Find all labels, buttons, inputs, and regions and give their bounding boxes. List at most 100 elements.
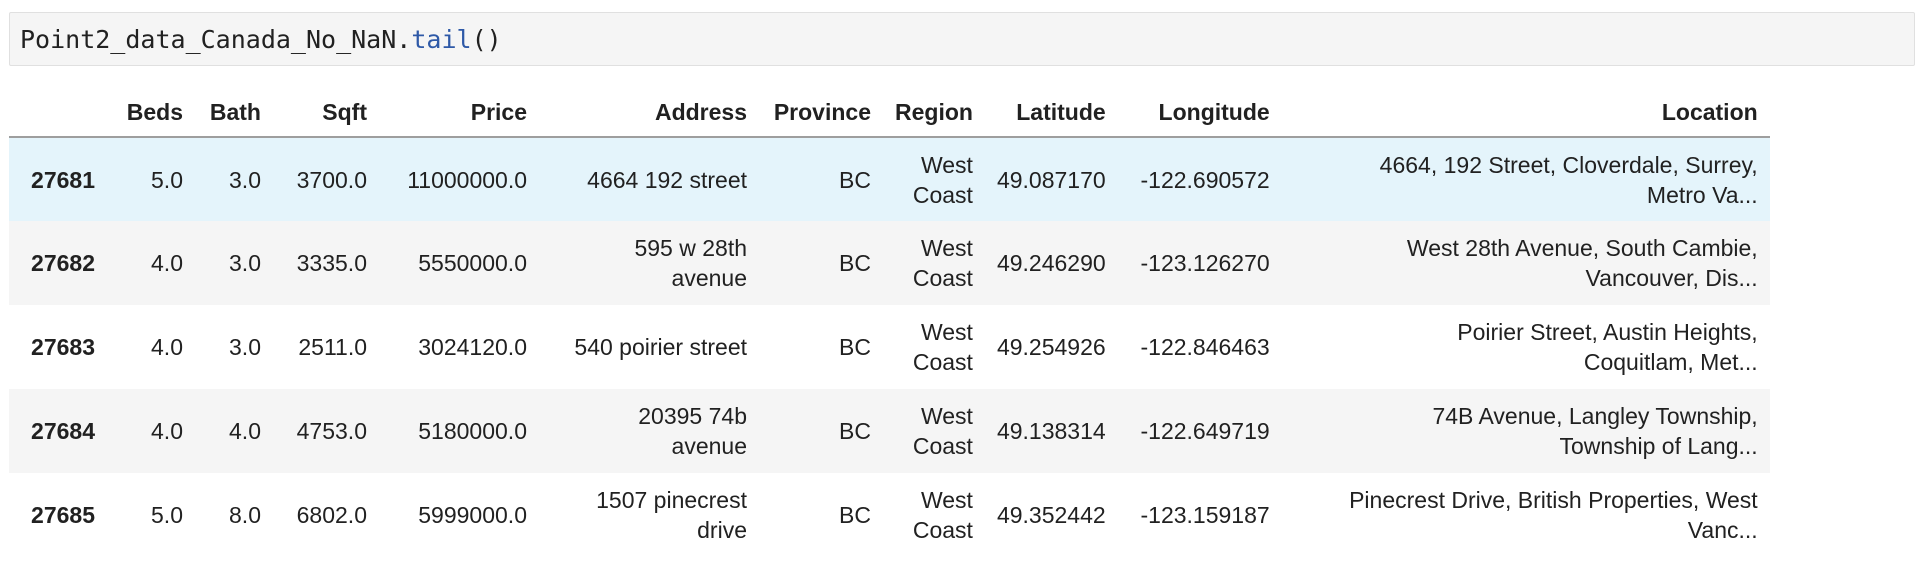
cell-sqft: 3700.0 (296, 166, 367, 193)
cell-address: 595 w 28th avenue (539, 221, 759, 305)
cell-location: 4664, 192 Street, Cloverdale, Surrey, Met… (1282, 137, 1770, 221)
location-line-1: 74B Avenue, Langley Township, (1432, 403, 1758, 429)
dataframe-table: Beds Bath Sqft Price Address Province Re… (9, 86, 1770, 557)
location-line-2: Metro Va... (1646, 181, 1758, 208)
cell-sqft: 2511.0 (298, 334, 367, 360)
address-line-1: 540 poirier street (574, 334, 747, 360)
cell-latitude: 49.087170 (996, 166, 1106, 193)
location-line-2: Coquitlam, Met... (1583, 349, 1758, 375)
code-cell[interactable]: Point2_data_Canada_No_NaN.tail() (9, 12, 1915, 66)
location-line-1: 4664, 192 Street, Cloverdale, Surrey, (1379, 151, 1758, 178)
cell-latitude: 49.246290 (996, 250, 1106, 276)
row-index: 27682 (31, 250, 95, 276)
column-header-price: Price (379, 86, 539, 138)
cell-region: West Coast (883, 473, 985, 557)
cell-latitude: 49.352442 (996, 502, 1106, 528)
row-index: 27681 (31, 166, 95, 193)
cell-bath: 4.0 (229, 418, 261, 444)
address-line-2: drive (697, 517, 747, 543)
cell-province: BC (839, 250, 871, 276)
cell-longitude: -122.649719 (1140, 418, 1270, 444)
cell-longitude: -122.846463 (1140, 334, 1270, 360)
location-line-1: Pinecrest Drive, British Properties, Wes… (1349, 487, 1758, 513)
cell-beds: 5.0 (151, 166, 183, 193)
region-line-1: West (920, 235, 973, 261)
cell-location: Poirier Street, Austin Heights, Coquitlam… (1282, 305, 1770, 389)
region-line-2: Coast (912, 349, 973, 375)
address-line-1: 1507 pinecrest (596, 487, 747, 513)
location-line-2: Vancouver, Dis... (1585, 265, 1758, 291)
column-header-location: Location (1281, 86, 1770, 138)
region-line-1: West (920, 151, 973, 178)
cell-sqft: 4753.0 (296, 418, 367, 444)
cell-price: 5999000.0 (418, 502, 527, 528)
code-variable: Point2_data_Canada_No_NaN. (20, 25, 412, 54)
cell-price: 11000000.0 (407, 166, 527, 193)
cell-sqft: 3335.0 (296, 250, 367, 276)
code-call: () (471, 25, 502, 54)
cell-location: 74B Avenue, Langley Township, Township of… (1282, 389, 1770, 473)
address-line-2: avenue (671, 265, 747, 291)
location-line-1: West 28th Avenue, South Cambie, (1406, 235, 1758, 261)
address-line-1: 595 w 28th (634, 235, 747, 261)
cell-beds: 4.0 (151, 250, 183, 276)
region-line-2: Coast (912, 433, 973, 459)
column-header-beds: Beds (107, 86, 195, 138)
column-header-province: Province (759, 86, 883, 138)
cell-bath: 3.0 (229, 334, 261, 360)
cell-region: West Coast (883, 305, 985, 389)
location-line-2: Vanc... (1687, 517, 1758, 543)
region-line-2: Coast (912, 265, 973, 291)
cell-longitude: -123.126270 (1140, 250, 1270, 276)
row-index: 27683 (31, 334, 95, 360)
cell-bath: 3.0 (229, 250, 261, 276)
column-header-bath: Bath (195, 86, 273, 138)
column-header-address: Address (539, 86, 759, 138)
header-row: Beds Bath Sqft Price Address Province Re… (9, 86, 1770, 138)
cell-bath: 8.0 (229, 502, 261, 528)
cell-sqft: 6802.0 (296, 502, 367, 528)
location-line-2: Township of Lang... (1559, 433, 1758, 459)
region-line-1: West (920, 487, 973, 513)
cell-bath: 3.0 (229, 166, 261, 193)
cell-province: BC (839, 334, 871, 360)
table-row: 27681 5.0 3.0 3700.0 11000000.0 4664 192… (9, 137, 1770, 221)
region-line-2: Coast (912, 517, 973, 543)
column-header-sqft: Sqft (273, 86, 379, 138)
index-header (9, 86, 107, 138)
cell-region: West Coast (883, 137, 985, 221)
cell-region: West Coast (883, 221, 985, 305)
cell-price: 3024120.0 (418, 334, 527, 360)
row-index: 27685 (31, 502, 95, 528)
cell-price: 5550000.0 (418, 250, 527, 276)
location-line-1: Poirier Street, Austin Heights, (1457, 319, 1758, 345)
cell-province: BC (839, 166, 871, 193)
code-method: tail (411, 25, 472, 54)
dataframe-output: Beds Bath Sqft Price Address Province Re… (9, 86, 1770, 557)
region-line-2: Coast (912, 181, 973, 208)
cell-region: West Coast (883, 389, 985, 473)
table-row: 27683 4.0 3.0 2511.0 3024120.0 540 poiri… (9, 305, 1770, 389)
code-input[interactable]: Point2_data_Canada_No_NaN.tail() (20, 26, 502, 54)
row-index: 27684 (31, 418, 95, 444)
cell-longitude: -123.159187 (1140, 502, 1270, 528)
cell-address: 20395 74b avenue (539, 389, 759, 473)
address-line-1: 4664 192 street (587, 166, 747, 193)
cell-price: 5180000.0 (418, 418, 527, 444)
cell-beds: 4.0 (151, 418, 183, 444)
region-line-1: West (920, 403, 973, 429)
column-header-region: Region (883, 86, 985, 138)
table-row: 27684 4.0 4.0 4753.0 5180000.0 20395 74b… (9, 389, 1770, 473)
cell-longitude: -122.690572 (1140, 166, 1270, 193)
table-row: 27685 5.0 8.0 6802.0 5999000.0 1507 pine… (9, 473, 1770, 557)
cell-beds: 5.0 (151, 502, 183, 528)
address-line-1: 20395 74b (638, 403, 747, 429)
cell-latitude: 49.138314 (996, 418, 1106, 444)
cell-location: Pinecrest Drive, British Properties, Wes… (1282, 473, 1770, 557)
cell-latitude: 49.254926 (996, 334, 1106, 360)
address-line-2: avenue (671, 433, 747, 459)
table-row: 27682 4.0 3.0 3335.0 5550000.0 595 w 28t… (9, 221, 1770, 305)
column-header-longitude: Longitude (1117, 86, 1282, 138)
column-header-latitude: Latitude (984, 86, 1118, 138)
cell-address: 4664 192 street (539, 137, 759, 221)
